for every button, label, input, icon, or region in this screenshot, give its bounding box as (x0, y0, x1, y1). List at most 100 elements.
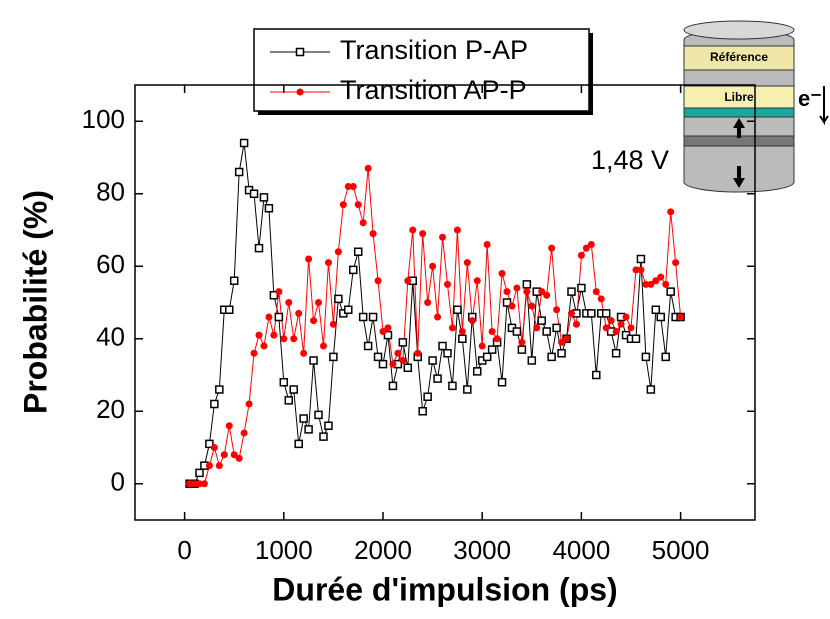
point (280, 335, 288, 343)
point (672, 259, 680, 267)
point (354, 201, 362, 209)
plot-frame (134, 84, 756, 521)
point (270, 331, 278, 339)
point (409, 226, 417, 234)
point (617, 320, 625, 328)
point (424, 299, 432, 306)
point (339, 201, 347, 209)
point (547, 352, 556, 362)
x-tick-label: 5000 (652, 535, 710, 565)
point (558, 338, 566, 346)
point (383, 330, 393, 340)
point (249, 189, 259, 198)
point (220, 451, 228, 459)
point (353, 247, 363, 256)
point (404, 277, 412, 285)
point (275, 288, 283, 296)
point (250, 349, 258, 357)
point (389, 360, 397, 368)
series-line (189, 168, 682, 485)
series-line (189, 142, 681, 485)
point (403, 363, 413, 372)
legend-box (253, 28, 590, 112)
point (642, 280, 650, 288)
legend-marker (296, 88, 304, 96)
point (622, 313, 630, 321)
point (438, 341, 447, 351)
point (592, 370, 601, 380)
x-tick-label: 3000 (453, 535, 511, 565)
annotation: 1,48 V (591, 145, 669, 175)
point (493, 335, 501, 343)
point (195, 480, 203, 488)
point (304, 425, 313, 434)
point (290, 335, 298, 343)
point (259, 193, 269, 202)
point (235, 454, 243, 462)
point (300, 349, 308, 357)
point (195, 468, 204, 478)
point (324, 259, 332, 267)
point (641, 352, 651, 362)
point (652, 277, 660, 285)
point (215, 385, 224, 394)
y-tick-label: 100 (82, 104, 125, 134)
stack-label: Libre (724, 90, 754, 104)
point (557, 349, 566, 358)
point (637, 266, 645, 274)
point (245, 400, 253, 408)
point (274, 312, 284, 322)
x-tick-label: 0 (177, 535, 191, 565)
y-tick-label: 20 (96, 394, 125, 424)
point (319, 342, 327, 350)
point (399, 357, 407, 364)
point (646, 385, 656, 394)
point (230, 451, 238, 459)
point (305, 255, 313, 263)
point (587, 309, 596, 318)
point (398, 338, 408, 347)
point (295, 309, 303, 317)
point (309, 356, 318, 365)
point (294, 439, 303, 449)
point (215, 462, 223, 470)
point (186, 480, 194, 488)
point (205, 439, 214, 449)
point (369, 230, 377, 238)
point (428, 356, 437, 365)
point (548, 244, 556, 252)
point (315, 299, 323, 306)
point (191, 480, 199, 488)
point (666, 287, 675, 296)
point (414, 349, 422, 357)
point (234, 167, 244, 177)
arrow-down (733, 166, 745, 188)
point (254, 243, 264, 253)
point (329, 352, 338, 362)
point (518, 338, 526, 346)
point (592, 288, 600, 296)
point (517, 345, 527, 354)
point (348, 265, 358, 275)
legend-label: Transition P-AP (340, 35, 528, 65)
point (334, 294, 343, 304)
point (587, 241, 595, 248)
point (239, 138, 249, 148)
point (611, 349, 621, 358)
point (448, 381, 457, 391)
electron-arrow (819, 86, 829, 126)
point (677, 313, 685, 321)
point (472, 367, 482, 376)
point (537, 316, 546, 325)
point (631, 334, 641, 343)
point (285, 299, 293, 306)
legend (253, 28, 593, 115)
point (567, 309, 575, 317)
point (567, 287, 576, 296)
point (577, 283, 586, 293)
point (394, 349, 402, 357)
point (419, 230, 427, 238)
point (502, 298, 512, 307)
point (265, 313, 273, 321)
